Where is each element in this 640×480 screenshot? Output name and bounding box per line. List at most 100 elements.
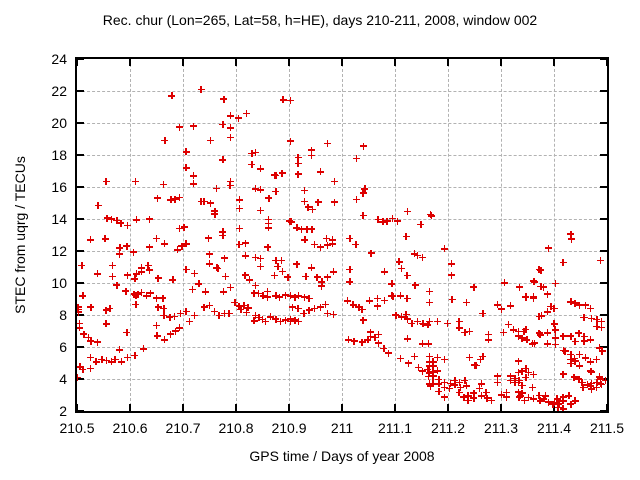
data-point-marker <box>314 198 322 206</box>
x-tick-mark <box>77 404 78 411</box>
x-tick-mark <box>129 404 131 411</box>
data-point-marker <box>256 186 264 194</box>
x-tick-label: 211.3 <box>484 420 518 436</box>
data-point-marker <box>404 207 412 215</box>
data-point-marker <box>596 373 604 381</box>
data-point-marker <box>235 302 243 310</box>
data-point-marker <box>293 224 301 232</box>
data-point-marker <box>94 338 102 346</box>
data-point-marker <box>171 313 179 321</box>
data-point-marker <box>413 317 421 325</box>
data-point-marker <box>102 177 110 185</box>
data-point-marker <box>411 250 419 258</box>
data-point-marker <box>281 291 289 299</box>
data-point-marker <box>448 295 456 303</box>
data-point-marker <box>493 372 501 380</box>
data-point-marker <box>427 211 434 219</box>
x-tick-mark <box>288 59 290 66</box>
data-point-marker <box>518 334 526 342</box>
data-point-marker <box>176 309 184 317</box>
data-point-marker <box>123 329 131 337</box>
data-point-marker <box>561 347 569 355</box>
data-point-marker <box>470 394 478 402</box>
data-point-marker <box>294 159 302 167</box>
y-tick-mark <box>77 218 84 220</box>
data-point-marker <box>77 319 84 327</box>
y-tick-mark <box>77 90 84 92</box>
data-point-marker <box>367 332 375 340</box>
data-point-marker <box>581 314 589 322</box>
data-point-marker <box>131 351 139 359</box>
data-point-marker <box>322 300 330 308</box>
data-point-marker <box>587 382 595 390</box>
data-point-marker <box>567 235 575 243</box>
data-point-marker <box>502 389 510 397</box>
x-gridline <box>130 59 131 411</box>
y-gridline <box>77 315 607 316</box>
data-point-marker <box>551 398 559 406</box>
data-point-marker <box>593 316 601 324</box>
data-point-marker <box>402 311 410 319</box>
data-point-marker <box>146 266 154 274</box>
y-gridline <box>77 347 607 348</box>
data-point-marker <box>138 289 146 297</box>
data-point-marker <box>507 377 515 385</box>
data-point-marker <box>535 329 543 337</box>
x-tick-mark <box>394 404 396 411</box>
data-point-marker <box>516 283 524 291</box>
data-point-marker <box>264 243 272 251</box>
y-tick-mark <box>600 186 607 188</box>
data-point-marker <box>571 355 579 363</box>
x-gridline <box>395 59 396 411</box>
data-point-marker <box>424 366 432 374</box>
data-point-marker <box>559 258 567 266</box>
data-point-marker <box>255 313 263 321</box>
data-point-marker <box>451 377 459 385</box>
data-point-marker <box>389 292 397 300</box>
data-point-marker <box>300 198 308 206</box>
data-point-marker <box>448 260 456 268</box>
data-point-marker <box>259 315 266 323</box>
data-point-marker <box>417 221 425 229</box>
data-point-marker <box>154 274 162 282</box>
data-point-marker <box>248 149 256 157</box>
data-point-marker <box>182 148 190 156</box>
data-point-marker <box>87 303 95 311</box>
data-point-marker <box>440 379 448 387</box>
data-point-marker <box>355 303 363 311</box>
data-point-marker <box>429 372 437 380</box>
data-point-marker <box>358 338 366 346</box>
data-point-marker <box>550 320 558 328</box>
data-point-marker <box>204 234 212 242</box>
data-point-marker <box>470 283 478 291</box>
data-point-marker <box>107 358 115 366</box>
data-point-marker <box>559 393 567 401</box>
y-tick-label: 20 <box>51 115 67 131</box>
data-point-marker <box>583 381 591 389</box>
data-point-marker <box>484 336 492 344</box>
data-point-marker <box>227 133 235 141</box>
data-point-marker <box>446 384 454 392</box>
data-point-marker <box>206 260 213 268</box>
data-point-marker <box>111 356 119 364</box>
data-point-marker <box>248 161 256 169</box>
data-point-marker <box>388 280 396 288</box>
data-point-marker <box>435 380 443 388</box>
data-point-marker <box>92 358 100 366</box>
y-tick-mark <box>77 250 84 252</box>
data-point-marker <box>520 327 528 335</box>
y-tick-label: 22 <box>51 83 67 99</box>
data-point-marker <box>131 275 139 283</box>
data-point-marker <box>440 383 448 391</box>
data-point-marker <box>103 356 111 364</box>
data-point-marker <box>243 109 251 117</box>
data-point-marker <box>266 313 274 321</box>
data-point-marker <box>101 235 109 243</box>
data-point-marker <box>265 194 273 202</box>
y-gridline <box>77 379 607 380</box>
data-point-marker <box>236 225 244 233</box>
data-point-marker <box>240 301 248 309</box>
data-point-marker <box>264 220 272 228</box>
y-tick-mark <box>600 90 607 92</box>
data-point-marker <box>498 391 506 399</box>
